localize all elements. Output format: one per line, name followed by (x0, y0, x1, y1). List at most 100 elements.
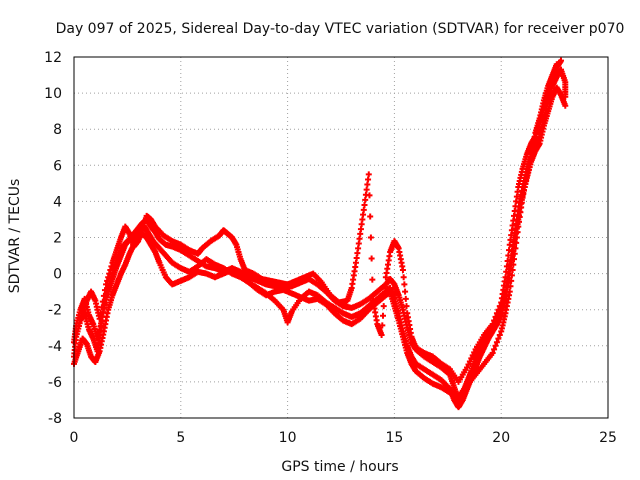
data-point (96, 315, 103, 322)
x-tick-label: 20 (492, 430, 510, 446)
x-tick-label: 15 (385, 430, 403, 446)
data-point (382, 283, 389, 290)
data-point (469, 352, 476, 359)
data-point (98, 304, 105, 311)
data-point (369, 276, 376, 283)
data-point (362, 196, 369, 203)
y-tick-label: 8 (53, 122, 62, 138)
y-axis-label: SDTVAR / TECUs (7, 179, 23, 294)
data-point (104, 277, 111, 284)
y-tick-label: 0 (53, 267, 62, 283)
data-point (502, 274, 509, 281)
data-point (514, 229, 521, 236)
data-point (366, 192, 373, 199)
data-point (558, 57, 565, 64)
data-point (506, 247, 513, 254)
data-point (508, 272, 515, 279)
data-point (495, 306, 502, 313)
series-track-b (71, 84, 569, 411)
data-point (99, 298, 106, 305)
data-point (399, 266, 406, 273)
data-point (464, 364, 471, 371)
data-point (492, 342, 499, 349)
y-tick-label: 4 (53, 194, 62, 210)
data-point (513, 234, 520, 241)
chart-title: Day 097 of 2025, Sidereal Day-to-day VTE… (56, 21, 625, 37)
data-point (105, 274, 112, 281)
data-point (364, 181, 371, 188)
data-point (492, 313, 499, 320)
y-tick-label: 10 (44, 86, 62, 102)
data-point (402, 288, 409, 295)
data-point (503, 268, 510, 275)
data-point (513, 239, 520, 246)
x-tick-labels: 0 5 10 15 20 25 (70, 430, 617, 446)
data-point (465, 361, 472, 368)
data-point (504, 257, 511, 264)
data-point (107, 266, 114, 273)
data-point (511, 250, 518, 257)
data-point (401, 281, 408, 288)
marks-layer (71, 57, 569, 411)
data-point (97, 310, 104, 317)
x-axis-label: GPS time / hours (281, 459, 398, 475)
data-point (468, 355, 475, 362)
data-point (553, 61, 560, 68)
grid-layer (74, 57, 608, 418)
data-point (402, 295, 409, 302)
series-track-d (71, 61, 560, 400)
data-point (495, 335, 502, 342)
y-tick-label: 6 (53, 158, 62, 174)
data-point (510, 261, 517, 268)
data-point (562, 102, 569, 109)
data-point (507, 283, 514, 290)
data-point (379, 322, 386, 329)
y-tick-label: -2 (48, 303, 62, 319)
x-tick-label: 0 (70, 430, 79, 446)
x-tick-label: 10 (279, 430, 297, 446)
data-point (403, 303, 410, 310)
data-point (493, 310, 500, 317)
data-point (491, 317, 498, 324)
y-tick-label: -4 (48, 339, 62, 355)
data-point (511, 256, 518, 263)
data-point (106, 270, 113, 277)
data-point (361, 202, 368, 209)
data-point (367, 234, 374, 241)
data-point (101, 287, 108, 294)
data-point (400, 274, 407, 281)
y-tick-label: -6 (48, 375, 62, 391)
data-point (368, 255, 375, 262)
y-tick-label: 2 (53, 231, 62, 247)
data-point (508, 277, 515, 284)
data-point (466, 358, 473, 365)
x-tick-label: 5 (176, 430, 185, 446)
data-point (365, 176, 372, 183)
y-tick-label: -8 (48, 411, 62, 427)
y-tick-labels: -8 -6 -4 -2 0 2 4 6 8 10 12 (44, 50, 62, 427)
data-point (108, 263, 115, 270)
data-point (380, 303, 387, 310)
plot-frame (73, 56, 609, 419)
data-point (363, 186, 370, 193)
data-point (503, 263, 510, 270)
data-point (471, 349, 478, 356)
data-point (103, 281, 110, 288)
y-tick-label: 12 (44, 50, 62, 66)
data-point (512, 245, 519, 252)
data-point (506, 288, 513, 295)
data-point (509, 266, 516, 273)
data-point (496, 303, 503, 310)
data-point (493, 339, 500, 346)
data-point (367, 213, 374, 220)
data-point (489, 350, 496, 357)
data-point (489, 321, 496, 328)
data-point (100, 292, 107, 299)
data-point (505, 252, 512, 259)
data-point (378, 331, 385, 338)
data-point (365, 171, 372, 178)
x-tick-label: 25 (599, 430, 617, 446)
data-point (491, 346, 498, 353)
data-point (496, 331, 503, 338)
